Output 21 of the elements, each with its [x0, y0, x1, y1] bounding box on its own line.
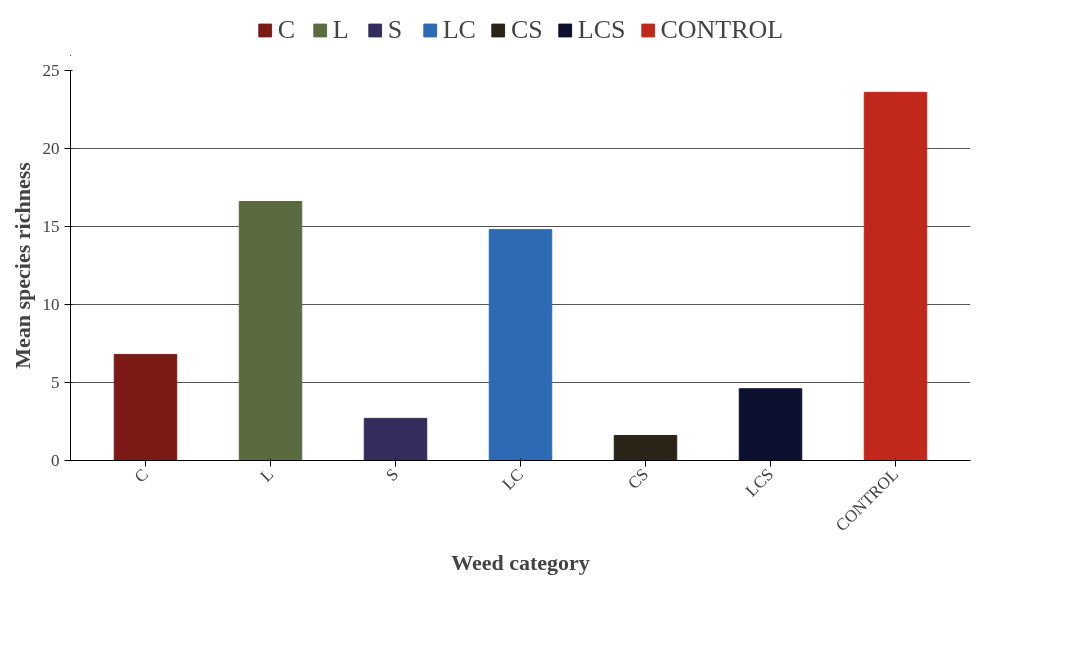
y-tick-label: 25 — [42, 61, 60, 80]
legend-label: L — [332, 15, 350, 45]
y-axis-title: Mean species richness — [9, 161, 35, 369]
legend-label: S — [387, 15, 404, 45]
y-tick-label: 10 — [42, 295, 60, 314]
legend-label: CS — [510, 15, 543, 45]
x-tick-label: LCS — [741, 464, 778, 501]
x-tick-label: S — [382, 464, 403, 485]
y-tick-label: 15 — [42, 217, 60, 236]
x-tick-label: C — [130, 464, 153, 487]
x-tick-label: L — [256, 464, 278, 486]
legend-label: C — [277, 15, 297, 45]
legend-label: LCS — [577, 15, 626, 45]
x-axis-title: Weed category — [451, 549, 590, 575]
legend-label: LC — [442, 15, 476, 45]
x-tick-label: LC — [498, 464, 528, 494]
legend-label: CONTROL — [660, 15, 784, 45]
y-tick-label: 5 — [51, 373, 60, 392]
y-tick-label: 0 — [51, 451, 60, 470]
y-tick-label: 20 — [42, 139, 60, 158]
x-tick-label: CS — [624, 464, 653, 493]
